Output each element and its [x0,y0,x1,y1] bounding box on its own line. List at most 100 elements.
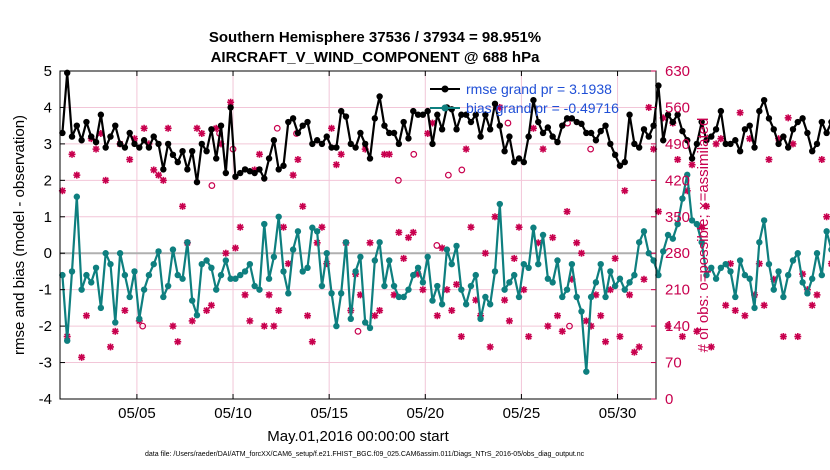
obs-assimilated-marker [491,213,499,221]
obs-assimilated-marker [404,234,412,242]
rmse-point [164,140,172,148]
bias-point [246,260,254,268]
obs-assimilated-marker [140,124,148,132]
bias-point [289,246,297,253]
obs-assimilated-marker [308,338,316,346]
bias-point [419,279,427,286]
obs-assimilated-marker [275,306,283,314]
rmse-point [535,118,542,126]
rmse-point [736,147,744,155]
bias-point [530,224,537,231]
bias-point [424,253,431,261]
bias-point [664,231,672,239]
obs-assimilated-marker [126,156,134,164]
obs-assimilated-marker [789,140,797,148]
rmse-point [751,144,758,151]
rmse-point [241,166,249,173]
obs-assimilated-marker [419,286,427,294]
rmse-point [583,129,590,137]
rmse-point [174,158,181,166]
rmse-point [563,115,571,122]
obs-assimilated-marker [784,114,792,122]
obs-assimilated-marker [760,301,768,309]
bias-point [251,282,258,290]
obs-assimilated-marker [376,306,384,314]
rmse-point [116,140,124,148]
rmse-point [679,127,686,135]
bias-point [722,260,729,268]
x-axis-label: May.01,2016 00:00:00 start [267,428,449,445]
bias-point [482,293,489,301]
bias-point [736,257,744,264]
bias-point [511,271,518,279]
rmse-point [203,147,210,155]
obs-assimilated-marker [621,187,629,195]
bias-point [823,228,830,235]
rmse-point [376,93,383,100]
rmse-point [362,140,369,148]
y-left-tick-label: 1 [44,209,52,226]
rmse-point [775,140,782,148]
rmse-point [650,122,657,129]
rmse-point [813,140,821,148]
bias-point [188,297,196,304]
bias-point [765,260,773,268]
rmse-point [597,127,604,135]
bias-point [809,275,816,282]
bias-point [83,271,90,279]
y-right-tick-label: 350 [665,209,690,226]
bias-point [462,301,470,308]
rmse-point [496,122,503,129]
obs-assimilated-marker [82,312,90,320]
bias-point [515,293,523,301]
bias-point [472,271,479,279]
obs-assimilated-marker [289,171,297,179]
rmse-point [405,135,412,142]
bias-point [164,282,172,290]
bias-point [621,286,628,293]
bias-point [150,260,157,268]
bias-point [323,250,330,257]
obs-assimilated-marker [328,124,336,132]
obs-assimilated-marker [155,171,163,179]
y-right-tick-label: 420 [665,172,690,189]
obs-assimilated-marker [78,353,86,361]
y-axis-right-label: # of obs: o=possible; ×=assimilated [695,118,712,353]
rmse-point [669,118,677,126]
legend: rmse grand pr = 3.1938 bias grand pr = -… [430,81,619,116]
bias-point [68,268,76,275]
bias-point [405,286,412,293]
rmse-point [92,138,100,146]
rmse-point [506,133,513,140]
x-tick-label: 05/30 [599,405,637,422]
bias-point [366,324,374,332]
y-right-tick-label: 490 [665,136,690,153]
rmse-point [97,111,105,118]
rmse-point [717,107,725,115]
bias-point [467,282,475,290]
obs-assimilated-marker [602,338,610,346]
rmse-point [472,111,479,118]
bias-point [539,231,547,239]
rmse-point [804,129,811,137]
obs-assimilated-marker [203,306,211,314]
rmse-point [184,166,191,173]
bias-point [400,293,407,301]
chart-title: Southern Hemisphere 37536 / 37934 = 98.9… [209,29,541,46]
bias-point [448,260,455,268]
bias-point [784,271,792,279]
rmse-point [83,118,90,126]
y-right-tick-label: 630 [665,63,690,80]
rmse-point [645,133,652,140]
bias-point [611,282,619,290]
rmse-point [294,129,302,137]
bias-point [410,271,417,279]
rmse-point [121,144,129,151]
rmse-point [251,169,258,177]
obs-assimilated-marker [520,286,528,294]
bias-point [635,239,643,246]
obs-assimilated-marker [304,312,312,320]
obs-assimilated-marker [808,301,816,309]
rmse-point [155,140,162,148]
obs-assimilated-marker [169,322,177,330]
